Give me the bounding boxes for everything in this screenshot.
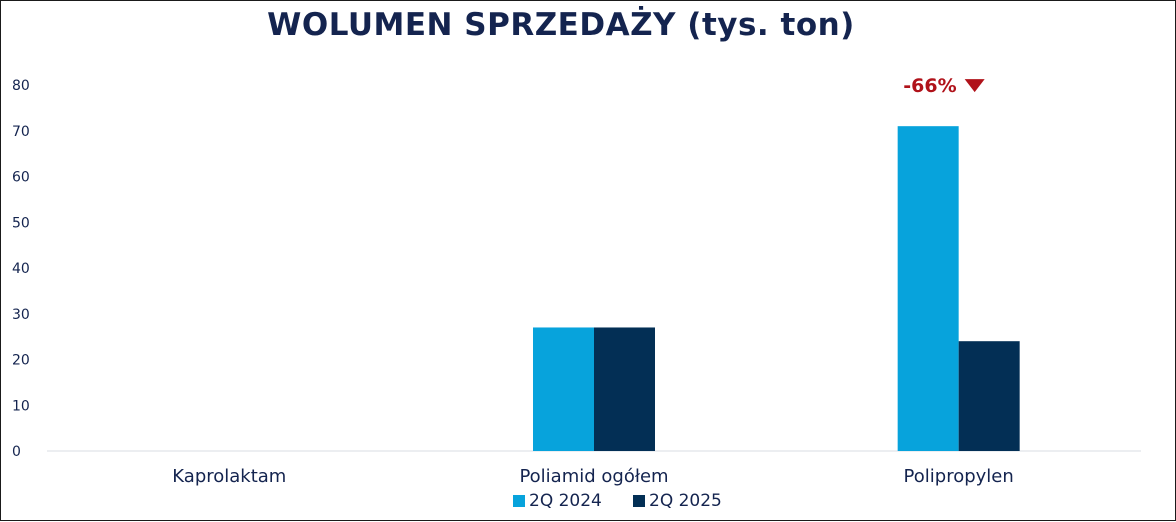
bar-2-3 (958, 341, 1020, 451)
y-tick-label-10: 10 (12, 398, 30, 414)
y-tick-label-30: 30 (12, 307, 30, 323)
down-triangle-icon (964, 79, 985, 93)
y-tick-label-0: 0 (12, 444, 21, 460)
x-category-label: Poliamid ogółem (519, 466, 668, 487)
legend-swatch-2 (633, 495, 645, 507)
y-tick-label-20: 20 (12, 353, 30, 369)
bar-1-2 (533, 327, 594, 451)
legend-label-2: 2Q 2025 (649, 491, 722, 511)
chart-title: WOLUMEN SPRZEDAŻY (tys. ton) (267, 7, 855, 43)
x-category-label: Polipropylen (904, 466, 1014, 487)
bar-1-3 (897, 126, 959, 452)
y-tick-label-80: 80 (12, 78, 30, 94)
bar-2-2 (594, 327, 655, 451)
y-tick-label-60: 60 (12, 170, 30, 186)
legend-swatch-1 (513, 495, 525, 507)
y-tick-label-50: 50 (12, 215, 30, 231)
y-tick-label-70: 70 (12, 124, 30, 140)
x-category-label: Kaprolaktam (172, 466, 286, 487)
change-annotation: -66% (903, 75, 956, 97)
legend-label-1: 2Q 2024 (529, 491, 602, 511)
y-tick-label-40: 40 (12, 261, 30, 277)
